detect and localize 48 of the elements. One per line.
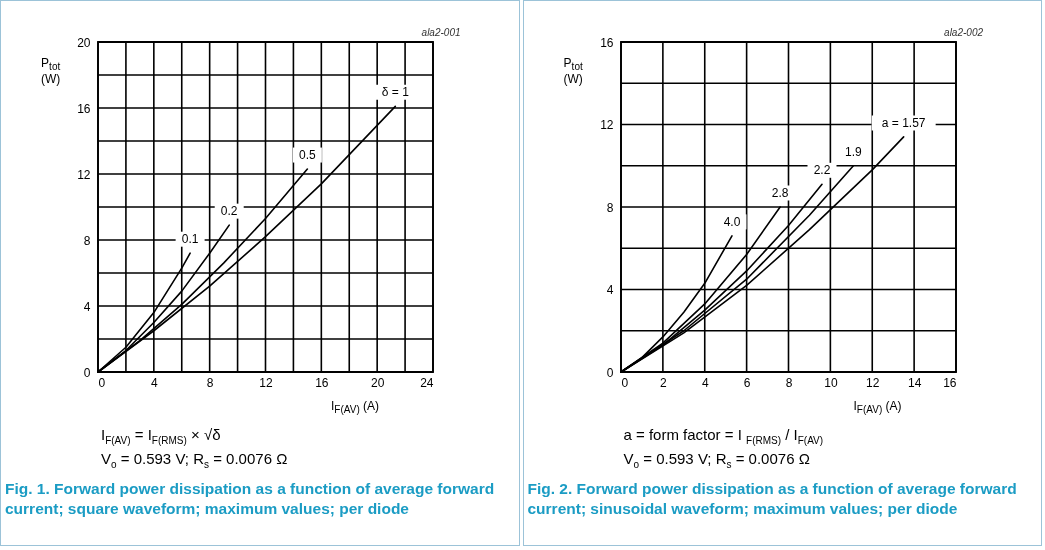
y-tick-label: 20 (77, 35, 91, 50)
x-axis-title: I$_{F(AV)}$ (A) (853, 399, 902, 416)
x-tick-label: 8 (206, 375, 214, 390)
text: I$_{F(AV)}$ = I$_{F(RMS)}$ × √δ (101, 426, 221, 446)
x-tick-label: 16 (942, 375, 957, 390)
series-label: 0.5 (299, 148, 317, 163)
text: ala2-001 (421, 27, 461, 38)
x-tick-label: 2 (659, 375, 667, 390)
text: V$_{o}$ = 0.593 V; R$_{s}$ = 0.0076 Ω (623, 450, 810, 470)
x-tick-label: 4 (701, 375, 709, 390)
text: a = form factor = I $_{F(RMS)}$ / I$_{F(AV)}$ (623, 426, 824, 446)
y-tick-label: 4 (606, 283, 614, 297)
series-label: 2.8 (771, 186, 789, 200)
text: V$_{o}$ = 0.593 V; R$_{s}$ = 0.0076 Ω (101, 450, 288, 470)
series-label: 2.2 (813, 163, 831, 178)
x-tick-label: 4 (150, 375, 158, 390)
x-tick-label: 12 (259, 375, 273, 390)
x-tick-label: 14 (907, 375, 922, 390)
x-tick-label: 8 (785, 375, 793, 390)
x-axis-title: I$_{F(AV)}$ (A) (331, 399, 380, 416)
x-tick-label: 12 (865, 375, 880, 390)
x-tick-label: 6 (743, 375, 751, 390)
series-label: 0.2 (220, 204, 238, 219)
x-tick-label: 0 (621, 375, 628, 390)
y-tick-label: 16 (599, 35, 614, 50)
y-tick-label: 16 (77, 101, 91, 116)
text: Fig. 2. Forward power dissipation as a function of average forward current; sinusoidal waveform; maximum values; per diode (527, 479, 1018, 519)
text: ala2-002 (944, 27, 983, 38)
series-label: δ = 1 (381, 85, 410, 100)
y-tick-label: 0 (606, 365, 614, 380)
x-tick-label: 10 (823, 375, 838, 390)
y-tick-label: 8 (606, 200, 614, 215)
x-tick-label: 24 (420, 375, 434, 390)
series-label: 4.0 (723, 214, 741, 229)
y-axis-title: P$_{tot}$ (W) (563, 56, 583, 87)
y-axis-title: P$_{tot}$ (W) (41, 56, 61, 87)
series-label: 0.1 (181, 232, 199, 247)
x-tick-label: 16 (315, 375, 329, 390)
series-label: 1.9 (844, 144, 862, 159)
text: Fig. 1. Forward power dissipation as a function of average forward current; square waveform; maximum values; per diode (5, 479, 496, 519)
y-tick-label: 12 (599, 118, 614, 132)
y-tick-label: 0 (83, 365, 91, 380)
y-tick-label: 12 (77, 167, 91, 182)
y-tick-label: 8 (83, 233, 91, 248)
x-tick-label: 0 (98, 375, 106, 390)
y-tick-label: 4 (83, 299, 91, 314)
x-tick-label: 20 (370, 375, 385, 390)
series-label: a = 1.57 (881, 115, 926, 130)
